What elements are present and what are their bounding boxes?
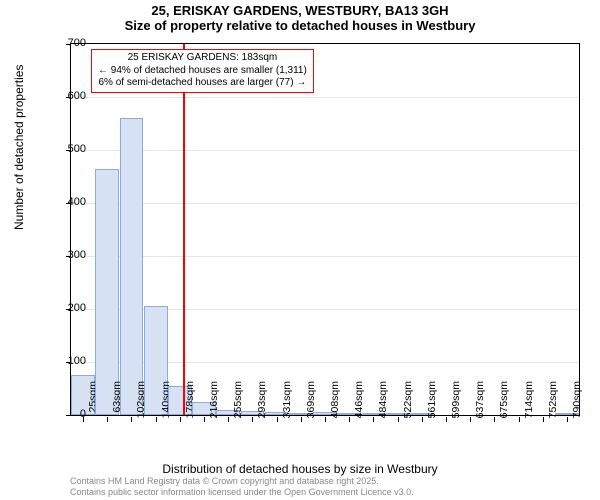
x-tick-mark [252,417,253,422]
chart-plot-area: 25sqm63sqm102sqm140sqm178sqm216sqm255sqm… [70,43,580,416]
footer-line-1: Contains HM Land Registry data © Crown c… [70,476,414,487]
x-tick-mark [494,417,495,422]
y-tick-label: 500 [56,143,86,155]
chart-title: 25, ERISKAY GARDENS, WESTBURY, BA13 3GH [0,3,600,18]
x-tick-mark [107,417,108,422]
annotation-box: 25 ERISKAY GARDENS: 183sqm← 94% of detac… [91,49,314,93]
x-tick-mark [131,417,132,422]
x-tick-label: 599sqm [450,381,462,421]
x-tick-mark [543,417,544,422]
x-tick-label: 408sqm [329,381,341,421]
annotation-line: ← 94% of detached houses are smaller (1,… [98,65,307,78]
x-tick-mark [567,417,568,422]
reference-line [183,44,185,415]
x-tick-label: 561sqm [426,381,438,421]
x-tick-mark [398,417,399,422]
x-tick-mark [349,417,350,422]
footer-attribution: Contains HM Land Registry data © Crown c… [70,476,414,498]
x-axis-label: Distribution of detached houses by size … [0,462,600,476]
x-tick-label: 675sqm [498,381,510,421]
x-tick-label: 293sqm [256,381,268,421]
x-tick-label: 752sqm [547,381,559,421]
x-tick-mark [470,417,471,422]
histogram-bar [120,118,144,415]
x-tick-mark [422,417,423,422]
grid-line [71,203,579,204]
x-tick-label: 446sqm [353,381,365,421]
x-tick-mark [180,417,181,422]
chart-subtitle: Size of property relative to detached ho… [0,18,600,33]
x-tick-mark [519,417,520,422]
grid-line [71,150,579,151]
x-tick-mark [446,417,447,422]
y-axis-label: Number of detached properties [12,65,26,230]
x-tick-mark [277,417,278,422]
x-tick-label: 637sqm [474,381,486,421]
x-tick-label: 369sqm [305,381,317,421]
y-tick-label: 200 [56,302,86,314]
grid-line [71,256,579,257]
x-tick-mark [325,417,326,422]
y-tick-label: 400 [56,196,86,208]
histogram-bar [95,169,119,415]
x-tick-label: 255sqm [232,381,244,421]
x-tick-mark [373,417,374,422]
x-tick-mark [204,417,205,422]
y-tick-label: 100 [56,355,86,367]
x-tick-label: 714sqm [523,381,535,421]
x-tick-label: 331sqm [281,381,293,421]
x-tick-mark [228,417,229,422]
footer-line-2: Contains public sector information licen… [70,487,414,498]
x-tick-label: 484sqm [377,381,389,421]
annotation-line: 6% of semi-detached houses are larger (7… [98,77,307,90]
x-tick-mark [156,417,157,422]
y-tick-label: 300 [56,249,86,261]
grid-line [71,97,579,98]
y-tick-label: 600 [56,90,86,102]
annotation-line: 25 ERISKAY GARDENS: 183sqm [98,52,307,65]
y-tick-label: 0 [56,408,86,420]
y-tick-label: 700 [56,37,86,49]
x-tick-label: 522sqm [402,381,414,421]
x-tick-label: 790sqm [571,381,583,421]
x-tick-mark [301,417,302,422]
x-tick-label: 216sqm [208,381,220,421]
